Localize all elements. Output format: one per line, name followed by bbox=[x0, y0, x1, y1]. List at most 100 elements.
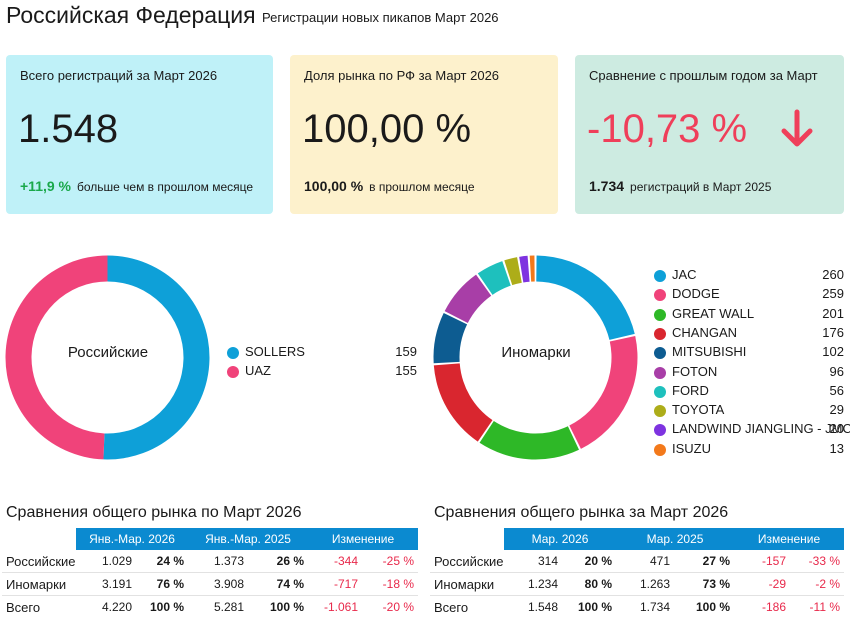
table-header: Изменение bbox=[308, 528, 419, 550]
table-row: Российские 314 20 % 471 27 % -157 -33 % bbox=[430, 550, 845, 573]
cell-value: 3.191 bbox=[76, 572, 136, 596]
kpi-card-label: Сравнение с прошлым годом за Март bbox=[589, 68, 818, 83]
kpi-card-yoy: Сравнение с прошлым годом за Март -10,73… bbox=[575, 55, 844, 214]
cell-value: 1.234 bbox=[504, 572, 562, 596]
legend-label: SOLLERS bbox=[245, 344, 305, 359]
cell-value: 5.281 bbox=[213, 600, 244, 614]
donut-chart-russian bbox=[5, 255, 210, 460]
legend-item[interactable]: SOLLERS 159 bbox=[227, 344, 417, 363]
legend-label: UAZ bbox=[245, 363, 271, 379]
kpi-card-delta-text: регистраций в Март 2025 bbox=[630, 180, 772, 194]
legend-foreign: JAC 260 DODGE 259 GREAT WALL 201 CHANGAN 176 MIT… bbox=[654, 267, 850, 462]
cell-change-percent: -11 % bbox=[809, 600, 841, 614]
legend-item[interactable]: FOTON 96 bbox=[654, 364, 844, 383]
legend-value: 20 bbox=[829, 421, 844, 437]
legend-label: CHANGAN bbox=[672, 324, 738, 340]
cell-percent: 20 % bbox=[562, 550, 616, 573]
kpi-card-delta: 100,00 % bbox=[304, 178, 364, 194]
cell-value: 4.220 bbox=[101, 600, 132, 614]
legend-swatch bbox=[227, 347, 239, 359]
table-header: Янв.-Мар. 2026 bbox=[76, 528, 188, 550]
table-header: Мар. 2025 bbox=[616, 528, 734, 550]
cell-change-percent: -33 % bbox=[790, 550, 845, 573]
cell-percent: 100 % bbox=[269, 600, 304, 614]
legend-item[interactable]: ISUZU 13 bbox=[654, 441, 844, 460]
legend-label: TOYOTA bbox=[672, 402, 725, 418]
kpi-card-total: Всего регистраций за Март 2026 1.548 +11… bbox=[6, 55, 273, 214]
legend-swatch bbox=[654, 385, 666, 398]
legend-item[interactable]: UAZ 155 bbox=[227, 363, 417, 382]
donut-slice-toyota[interactable] bbox=[504, 257, 522, 286]
kpi-card-label: Доля рынка по РФ за Март 2026 bbox=[304, 68, 500, 83]
kpi-card-footer: 100,00 % в прошлом месяце bbox=[304, 178, 475, 194]
donut-slice-uaz[interactable] bbox=[5, 255, 108, 460]
donut-slice-ford[interactable] bbox=[477, 261, 511, 295]
cell-percent: 74 % bbox=[248, 572, 308, 596]
legend-swatch bbox=[654, 270, 666, 282]
legend-item[interactable]: LANDWIND JIANGLING - JMC 20 bbox=[654, 421, 850, 440]
donut-slice-great-wall[interactable] bbox=[479, 421, 579, 460]
legend-value: 96 bbox=[829, 363, 844, 379]
comparison-table-month: Мар. 2026 Мар. 2025 Изменение Российские… bbox=[430, 528, 845, 618]
cell-change-percent: -18 % bbox=[362, 572, 419, 596]
donut-slice-mitsubishi[interactable] bbox=[433, 313, 468, 364]
legend-item[interactable]: DODGE 259 bbox=[654, 286, 844, 305]
kpi-card-delta-text: в прошлом месяце bbox=[369, 180, 475, 194]
donut-slice-changan[interactable] bbox=[433, 363, 493, 442]
donut-center-label: Российские bbox=[67, 344, 149, 361]
cell-change-percent: -25 % bbox=[362, 550, 419, 573]
donut-slice-dodge[interactable] bbox=[569, 335, 638, 449]
legend-value: 155 bbox=[395, 363, 417, 379]
cell-change: -29 bbox=[734, 572, 790, 596]
page-title: Российская Федерация bbox=[6, 2, 256, 28]
cell-value: 3.908 bbox=[188, 572, 248, 596]
legend-item[interactable]: GREAT WALL 201 bbox=[654, 306, 844, 325]
legend-label: FORD bbox=[672, 382, 709, 398]
kpi-card-share: Доля рынка по РФ за Март 2026 100,00 % 1… bbox=[290, 55, 558, 214]
table-header-blank bbox=[2, 528, 76, 550]
row-label: Всего bbox=[6, 599, 41, 615]
cell-change-percent: -2 % bbox=[790, 572, 845, 596]
legend-swatch bbox=[654, 327, 666, 340]
legend-item[interactable]: TOYOTA 29 bbox=[654, 402, 844, 421]
donut-slice-landwind-jiangling-jmc[interactable] bbox=[519, 255, 530, 283]
row-label: Российские bbox=[430, 550, 504, 573]
cell-change: -186 bbox=[761, 600, 786, 614]
table-title: Сравнения общего рынка по Март 2026 bbox=[6, 504, 302, 521]
cell-percent: 100 % bbox=[149, 600, 184, 614]
donut-slice-isuzu[interactable] bbox=[529, 255, 535, 282]
legend-swatch bbox=[654, 366, 666, 379]
legend-swatch bbox=[654, 424, 666, 437]
cell-value: 1.373 bbox=[188, 550, 248, 573]
legend-value: 102 bbox=[822, 344, 844, 360]
kpi-card-label: Всего регистраций за Март 2026 bbox=[20, 68, 218, 83]
legend-item[interactable]: CHANGAN 176 bbox=[654, 325, 844, 344]
cell-value: 314 bbox=[504, 550, 562, 573]
legend-item[interactable]: MITSUBISHI 102 bbox=[654, 344, 844, 363]
row-label: Иномарки bbox=[2, 572, 76, 596]
legend-item[interactable]: FORD 56 bbox=[654, 383, 844, 402]
comparison-table-ytd: Янв.-Мар. 2026 Янв.-Мар. 2025 Изменение … bbox=[2, 528, 419, 618]
donut-slice-sollers[interactable] bbox=[103, 255, 210, 460]
kpi-card-value: 1.548 bbox=[18, 107, 119, 151]
arrow-down-icon bbox=[775, 107, 819, 156]
cell-percent: 80 % bbox=[562, 572, 616, 596]
cell-percent: 73 % bbox=[674, 572, 734, 596]
legend-label: LANDWIND JIANGLING - JMC bbox=[672, 421, 850, 437]
cell-value: 471 bbox=[616, 550, 674, 573]
legend-russian: SOLLERS 159 UAZ 155 bbox=[227, 344, 417, 384]
legend-value: 13 bbox=[829, 440, 844, 456]
cell-percent: 100 % bbox=[695, 600, 730, 614]
cell-percent: 24 % bbox=[136, 550, 188, 573]
table-row: Всего 4.220 100 % 5.281 100 % -1.061 -20 % bbox=[2, 596, 418, 618]
legend-value: 176 bbox=[822, 324, 844, 340]
donut-slice-foton[interactable] bbox=[444, 274, 492, 323]
kpi-card-value: 100,00 % bbox=[302, 107, 472, 151]
donut-center-label: Иномарки bbox=[501, 344, 571, 361]
donut-slice-jac[interactable] bbox=[536, 255, 635, 340]
cell-value: 1.263 bbox=[616, 572, 674, 596]
kpi-card-delta: 1.734 bbox=[589, 178, 625, 194]
legend-item[interactable]: JAC 260 bbox=[654, 267, 844, 286]
table-header: Изменение bbox=[734, 528, 845, 550]
legend-label: GREAT WALL bbox=[672, 305, 755, 321]
